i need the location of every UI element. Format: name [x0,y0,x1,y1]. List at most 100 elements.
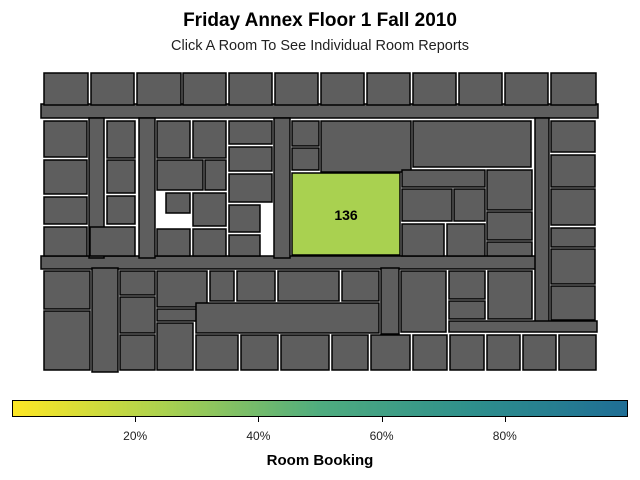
legend-title: Room Booking [266,452,374,469]
room[interactable] [43,120,88,158]
room[interactable] [341,270,380,302]
room[interactable] [119,270,156,296]
room[interactable] [43,270,91,310]
room-136-shape[interactable] [291,172,401,256]
colorbar-tick-label: 60% [369,429,394,443]
room[interactable] [486,334,521,371]
room[interactable] [106,159,136,194]
corridors [40,103,599,373]
room[interactable] [453,188,486,222]
room[interactable] [401,188,453,222]
room[interactable] [550,72,597,106]
room[interactable] [331,334,369,371]
room[interactable] [192,120,227,159]
room[interactable] [119,334,156,371]
room[interactable] [156,120,191,159]
room[interactable] [89,226,136,257]
room[interactable] [401,169,486,188]
room[interactable] [446,223,486,257]
room[interactable] [228,204,261,233]
room[interactable] [156,270,208,308]
room[interactable] [366,72,411,106]
room[interactable] [401,223,445,257]
colorbar-tick [135,417,137,422]
room[interactable] [209,270,235,302]
room[interactable] [156,228,191,257]
colorbar-tick [504,417,506,422]
colorbar-tick-label: 40% [246,429,271,443]
room[interactable] [204,159,227,191]
room[interactable] [156,322,194,371]
room-136[interactable]: 136 [291,172,401,256]
room[interactable] [550,120,596,153]
room[interactable] [550,227,596,248]
room-136-label: 136 [334,207,358,223]
room[interactable] [458,72,503,106]
room[interactable] [274,72,319,106]
room[interactable] [291,147,320,171]
room[interactable] [228,173,273,203]
room[interactable] [280,334,330,371]
room[interactable] [277,270,340,302]
colorbar-tick-label: 80% [492,429,517,443]
room[interactable] [90,72,135,106]
page-title: Friday Annex Floor 1 Fall 2010 [183,10,457,31]
room[interactable] [156,159,204,191]
room[interactable] [195,302,380,334]
room[interactable] [43,196,88,225]
room[interactable] [448,300,486,320]
room[interactable] [43,72,89,106]
room[interactable] [43,159,88,195]
room[interactable] [412,334,448,371]
room[interactable] [558,334,597,371]
room[interactable] [550,285,596,321]
room[interactable] [400,270,447,333]
room[interactable] [522,334,557,371]
colorbar-tick-label: 20% [123,429,148,443]
corridor-west-2 [138,117,156,259]
room[interactable] [320,72,365,106]
room[interactable] [448,320,598,333]
colorbar-tick [381,417,383,422]
room[interactable] [504,72,549,106]
room[interactable] [550,248,596,285]
colorbar-tick [258,417,260,422]
room[interactable] [487,270,533,320]
room[interactable] [291,120,320,147]
room[interactable] [240,334,279,371]
north-corridor [40,103,599,119]
room[interactable] [449,334,485,371]
room[interactable] [228,72,273,106]
room[interactable] [43,310,91,371]
room[interactable] [486,211,533,241]
room[interactable] [43,226,88,257]
room[interactable] [370,334,411,371]
room[interactable] [165,192,191,214]
room[interactable] [228,234,261,257]
room[interactable] [486,169,533,211]
room[interactable] [106,120,136,159]
rooms-layer [43,72,598,371]
room[interactable] [136,72,182,106]
room[interactable] [412,120,532,168]
room[interactable] [550,154,596,188]
room[interactable] [228,120,273,145]
room[interactable] [448,270,486,300]
room[interactable] [192,228,227,257]
room[interactable] [486,241,533,257]
room[interactable] [228,146,273,172]
room[interactable] [182,72,227,106]
room[interactable] [192,192,227,227]
room[interactable] [412,72,457,106]
room[interactable] [236,270,276,302]
corridor-center [273,117,291,259]
room[interactable] [320,120,412,173]
room[interactable] [106,195,136,225]
corridor-east [534,117,550,323]
corridor-west-1 [88,117,105,259]
page-subtitle: Click A Room To See Individual Room Repo… [171,38,469,54]
floor-plan-map: 136 [40,72,599,373]
room[interactable] [119,296,156,334]
room[interactable] [195,334,239,371]
room[interactable] [550,188,596,226]
